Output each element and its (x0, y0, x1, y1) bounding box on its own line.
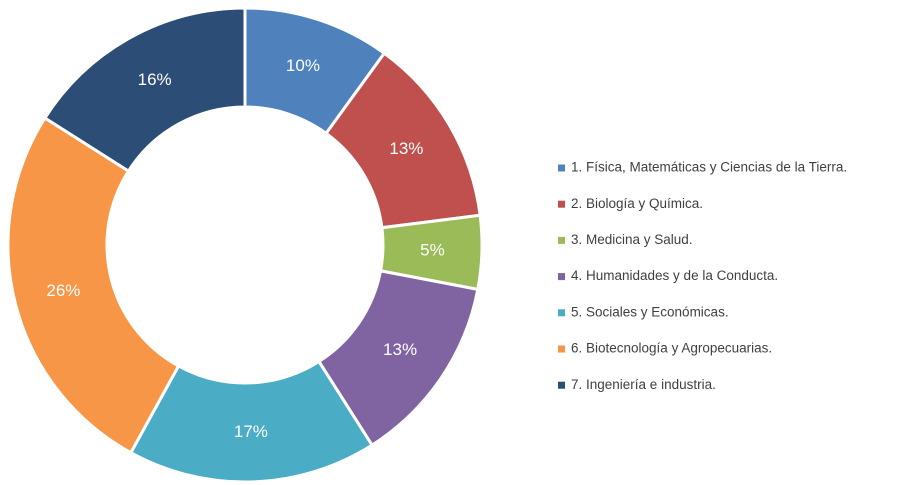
legend-label: 2. Biología y Química. (571, 196, 703, 211)
legend-swatch (558, 200, 565, 208)
data-label: 17% (234, 422, 268, 441)
data-label: 5% (420, 240, 445, 259)
legend-label: 1. Física, Matemáticas y Ciencias de la … (571, 160, 847, 175)
legend-swatch (558, 381, 565, 389)
legend-label: 6. Biotecnología y Agropecuarias. (571, 341, 772, 356)
legend-swatch (558, 273, 565, 281)
legend-swatch (558, 236, 565, 244)
data-label: 16% (138, 70, 172, 89)
data-label: 13% (383, 340, 417, 359)
legend-label: 5. Sociales y Económicas. (571, 304, 729, 319)
donut-slice (42, 6, 247, 174)
legend-swatch (558, 309, 565, 317)
legend-swatch (558, 164, 565, 172)
data-label: 26% (46, 281, 80, 300)
legend-label: 3. Medicina y Salud. (571, 232, 693, 247)
data-label: 13% (389, 139, 423, 158)
donut-slice (6, 115, 181, 455)
legend-label: 7. Ingeniería e industria. (571, 377, 716, 392)
legend-swatch (558, 345, 565, 353)
legend-label: 4. Humanidades y de la Conducta. (571, 268, 778, 283)
data-label: 10% (286, 56, 320, 75)
